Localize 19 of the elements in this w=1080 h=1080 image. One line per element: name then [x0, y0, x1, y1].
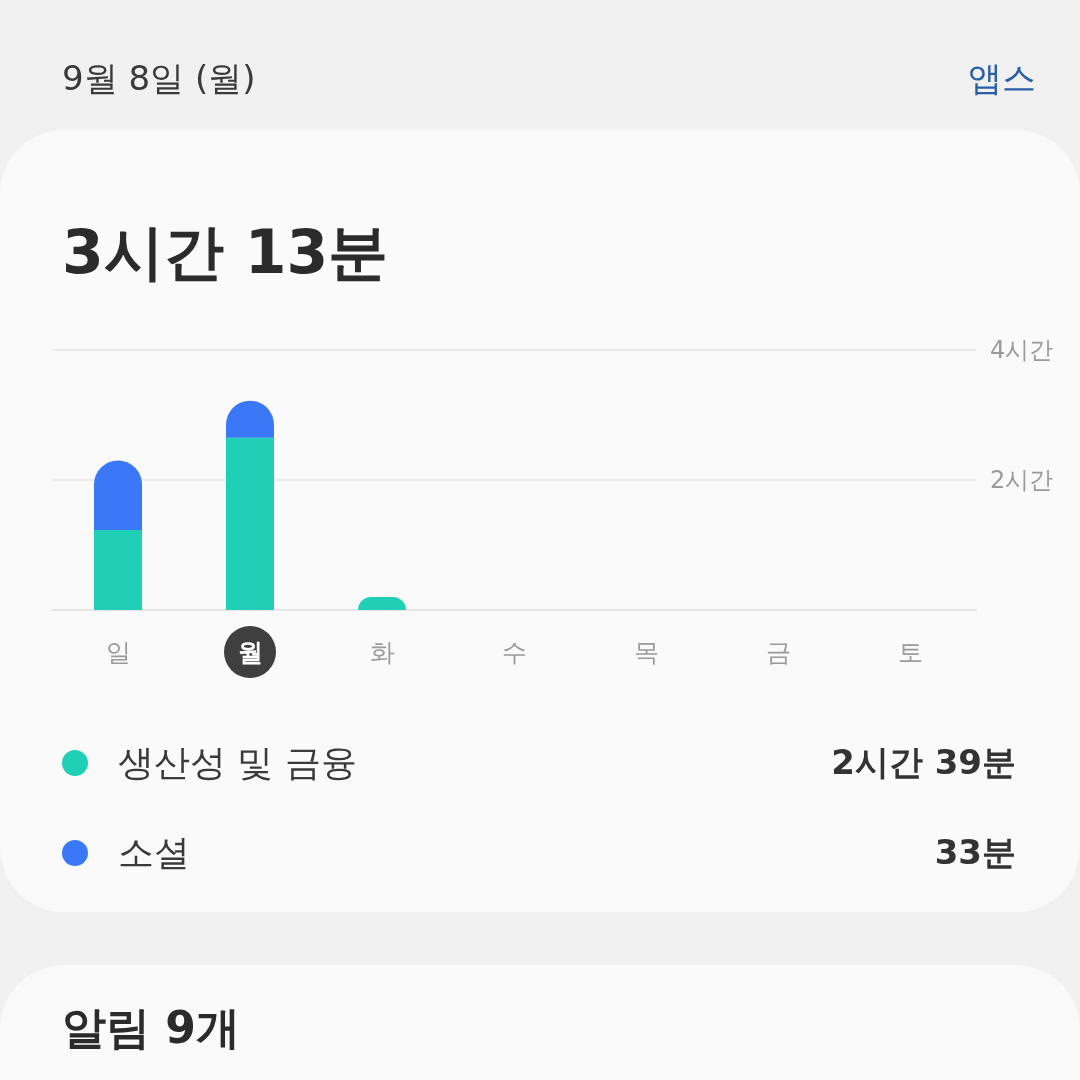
bar	[94, 530, 142, 610]
bar	[226, 437, 274, 610]
text: 2시간 39분	[831, 741, 1016, 784]
x-tick-label: 일	[105, 637, 131, 667]
x-tick-label: 목	[633, 637, 659, 667]
y-tick-label: 4시간	[990, 336, 1054, 364]
x-tick-label: 수	[501, 637, 527, 667]
y-tick-label: 2시간	[990, 466, 1054, 494]
text: 앱스	[968, 57, 1036, 100]
x-tick-label: 월	[237, 637, 263, 667]
chart-title: 3시간 13분	[62, 216, 389, 289]
x-tick-label: 토	[897, 637, 923, 667]
text: 33분	[934, 831, 1016, 874]
legend-label: 생산성 및 금융	[118, 740, 358, 785]
legend-label: 소셜	[118, 830, 191, 875]
text: 알림 9개	[62, 1001, 240, 1055]
x-tick-label: 금	[765, 637, 791, 667]
x-tick-label: 화	[369, 637, 395, 667]
chart-subtitle: 9월 8일 (월)	[62, 57, 256, 100]
